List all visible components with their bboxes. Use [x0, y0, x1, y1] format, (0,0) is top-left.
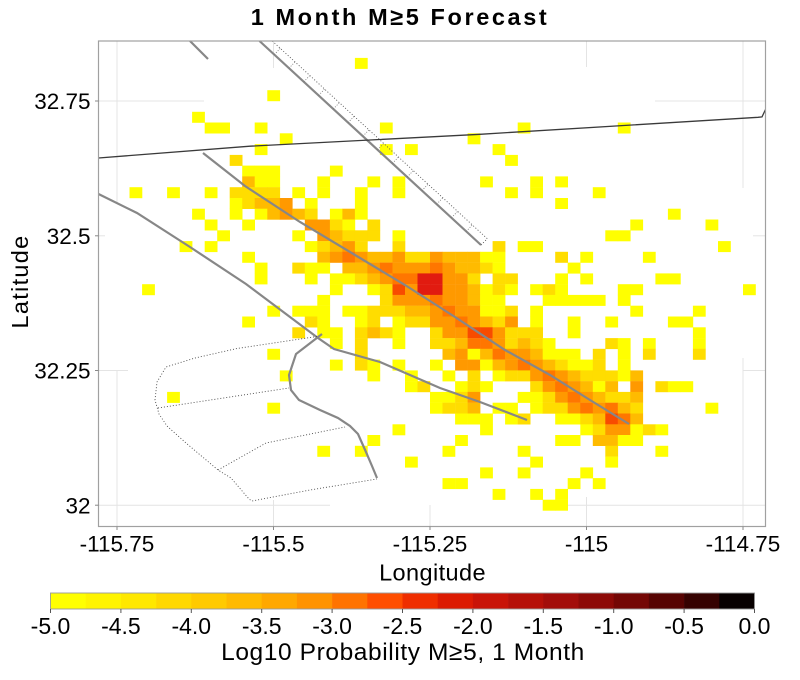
svg-text:-115.25: -115.25: [393, 531, 468, 556]
svg-text:Longitude: Longitude: [379, 560, 486, 586]
svg-text:0.0: 0.0: [739, 613, 771, 639]
svg-text:-4.5: -4.5: [101, 613, 141, 639]
svg-text:-114.75: -114.75: [706, 531, 781, 556]
svg-text:-2.0: -2.0: [453, 613, 493, 639]
svg-text:32: 32: [65, 493, 90, 518]
svg-text:-1.0: -1.0: [594, 613, 634, 639]
svg-text:1 Month M≥5 Forecast: 1 Month M≥5 Forecast: [251, 4, 550, 30]
svg-text:-0.5: -0.5: [664, 613, 704, 639]
svg-text:-2.5: -2.5: [383, 613, 423, 639]
svg-text:-3.5: -3.5: [242, 613, 282, 639]
svg-text:32.75: 32.75: [34, 89, 90, 114]
svg-text:Log10 Probability M≥5, 1 Month: Log10 Probability M≥5, 1 Month: [221, 639, 585, 666]
svg-text:-4.0: -4.0: [171, 613, 211, 639]
svg-text:-115.5: -115.5: [242, 531, 304, 556]
svg-text:-1.5: -1.5: [523, 613, 563, 639]
svg-text:Latitude: Latitude: [7, 234, 33, 328]
svg-text:-115: -115: [565, 531, 608, 556]
svg-text:32.5: 32.5: [47, 224, 91, 249]
svg-text:-115.75: -115.75: [80, 531, 155, 556]
svg-text:32.25: 32.25: [34, 359, 90, 384]
svg-text:-3.0: -3.0: [312, 613, 352, 639]
svg-text:-5.0: -5.0: [31, 613, 71, 639]
